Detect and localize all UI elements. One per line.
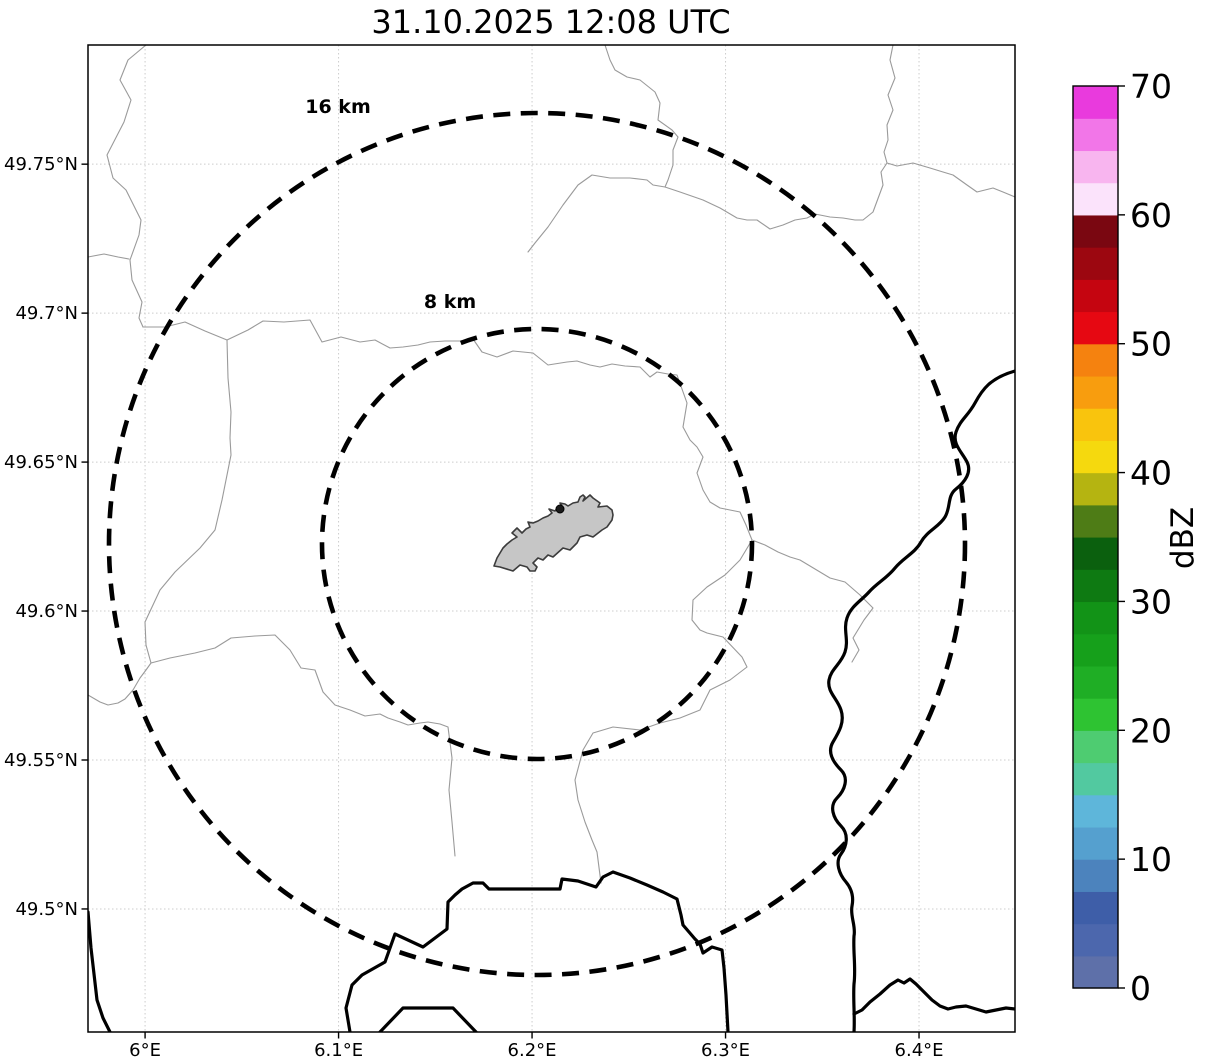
plot-title: 31.10.2025 12:08 UTC	[371, 3, 730, 41]
municipal-boundary-line	[88, 662, 152, 706]
x-tick-label: 6.3°E	[701, 1040, 750, 1061]
colorbar-tick-label: 20	[1130, 711, 1172, 750]
country-border-line	[88, 910, 112, 1032]
y-tick-label: 49.5°N	[15, 899, 78, 920]
axis-layer: 6°E 6.1°E 6.2°E 6.3°E 6.4°E 49.5°N 49.55°N 49.6…	[4, 154, 944, 1061]
country-border-line	[827, 369, 1015, 1032]
y-tick-label: 49.6°N	[15, 601, 78, 622]
colorbar-segment	[1073, 150, 1118, 184]
colorbar-tick-label: 0	[1130, 969, 1151, 1008]
municipal-boundary-line	[150, 634, 456, 857]
colorbar-tick-label: 70	[1130, 67, 1172, 106]
colorbar-segment	[1073, 633, 1118, 667]
municipal-boundary-line	[604, 45, 679, 188]
radar-site-marker	[555, 504, 565, 514]
y-tick-label: 49.65°N	[4, 452, 78, 473]
colorbar-segment	[1073, 601, 1118, 635]
colorbar-tick-label: 10	[1130, 840, 1172, 879]
colorbar-segment	[1073, 665, 1118, 699]
grid-layer	[88, 45, 1015, 1032]
municipal-boundary-line	[88, 253, 130, 260]
colorbar-segment	[1073, 343, 1118, 377]
colorbar-segment	[1073, 118, 1118, 152]
colorbar-segment	[1073, 762, 1118, 796]
municipal-boundary-line	[144, 339, 232, 664]
colorbar-segment	[1073, 730, 1118, 764]
y-tick-label: 49.55°N	[4, 750, 78, 771]
colorbar-tick-label: 60	[1130, 196, 1172, 235]
colorbar-segment	[1073, 537, 1118, 570]
range-ring-label-8km: 8 km	[424, 291, 476, 313]
range-ring-16km	[106, 110, 968, 978]
municipal-boundary-line	[142, 319, 753, 541]
municipal-boundary-line	[527, 162, 1015, 253]
colorbar-axis-label: dBZ	[1165, 507, 1201, 569]
colorbar-segment	[1073, 569, 1118, 603]
colorbar-segment	[1073, 279, 1118, 313]
colorbar-outline	[1072, 85, 1119, 989]
colorbar-segment	[1073, 440, 1118, 474]
colorbar-segment	[1073, 698, 1118, 731]
country-border-line	[344, 870, 730, 1032]
country-border-line	[852, 977, 1015, 1016]
colorbar-segment	[1073, 504, 1118, 538]
colorbar-segment	[1073, 794, 1118, 828]
colorbar-segment	[1073, 891, 1118, 925]
colorbar-segment	[1073, 311, 1118, 345]
range-ring-labels-layer: 16 km 8 km	[305, 96, 476, 313]
colorbar-tick-label: 30	[1130, 582, 1172, 621]
colorbar: 0 10 20 30 40 50 60 70	[1072, 67, 1172, 1008]
municipal-boundary-line	[106, 45, 147, 328]
municipal-boundary-line	[751, 539, 874, 663]
colorbar-segment	[1073, 214, 1118, 248]
municipal-boundary-line	[574, 539, 753, 884]
x-tick-label: 6.1°E	[314, 1040, 363, 1061]
colorbar-segment	[1073, 955, 1118, 989]
colorbar-segment	[1073, 472, 1118, 506]
x-tick-label: 6.4°E	[895, 1040, 944, 1061]
x-tick-label: 6°E	[129, 1040, 161, 1061]
colorbar-tick-label: 40	[1130, 454, 1172, 493]
range-ring-8km	[319, 326, 755, 762]
colorbar-tick-label: 50	[1130, 325, 1172, 364]
airport-area-outline	[493, 494, 614, 572]
colorbar-segment	[1073, 923, 1118, 957]
colorbar-segment	[1073, 408, 1118, 441]
map-frame	[87, 44, 1016, 1033]
colorbar-segment	[1073, 375, 1118, 409]
colorbar-segment	[1073, 247, 1118, 280]
map-features-layer	[88, 45, 1015, 1032]
country-border-line	[378, 1006, 478, 1032]
x-tick-label: 6.2°E	[508, 1040, 557, 1061]
colorbar-segment	[1073, 859, 1118, 892]
range-ring-label-16km: 16 km	[305, 96, 371, 118]
colorbar-segment	[1073, 182, 1118, 216]
range-rings-layer	[106, 110, 968, 978]
y-tick-label: 49.75°N	[4, 154, 78, 175]
y-tick-label: 49.7°N	[15, 303, 78, 324]
colorbar-segment	[1073, 86, 1118, 119]
colorbar-segment	[1073, 826, 1118, 860]
municipal-boundary-line	[883, 45, 896, 164]
